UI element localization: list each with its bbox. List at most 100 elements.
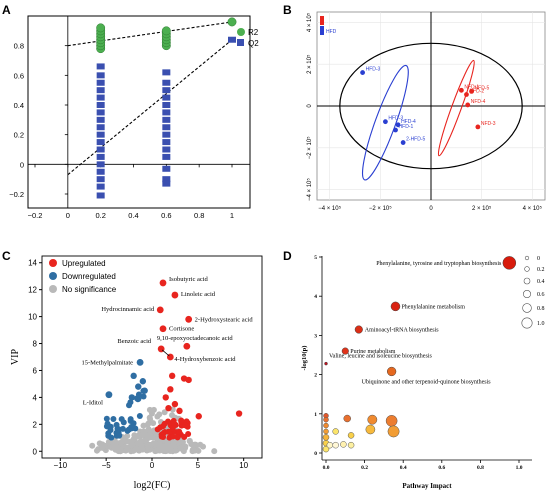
q2-point [96,109,105,116]
q2-point [228,36,236,43]
sample-label: HFD-4 [401,119,416,125]
sample-label: NFD-2 [469,89,484,95]
metabolite-label: Benzoic acid [117,338,151,345]
q2-point [96,124,105,131]
downregulated-point [128,394,136,401]
pathway-label: Valine, leucine and isoleucine biosynthe… [329,354,432,360]
pathway-bubble [347,432,355,439]
y-tick-label: 0.6 [14,71,24,80]
pathway-label: Ubiquinone and other terpenoid-quinone b… [362,379,492,385]
q2-point [162,165,171,172]
insignificant-point [140,422,147,429]
pca-score-plot-panel: NFD-1NFD-5NFD-2NFD-4NFD-3HFD-3HFD-3HFD-4… [306,11,546,212]
x-tick-label: 0.2 [361,465,368,471]
q2-point [96,131,105,138]
pathway-bubble [354,325,363,334]
sample-point [393,127,398,133]
metabolite-label: 2-Hydroxystearic acid [195,316,254,323]
downregulated-point [103,415,110,422]
upregulated-point [176,407,183,415]
sample-point [475,124,481,130]
metabolite-label: 9,10-epoxyoctadecanoic acid [157,335,234,342]
pathway-bubble [323,422,329,429]
insignificant-point [112,439,119,446]
legend-marker [49,285,57,293]
pathway-bubble [332,441,339,449]
q2-point [96,146,105,153]
upregulated-point [167,386,174,393]
sample-point [459,87,464,93]
volcano-plot-panel: −10 −5 0 5 10 0 2 4 6 8 10 12 14 log2(FC) VIP Isobutyri… [10,255,263,491]
metabolite-label: 15-Methylpalmitate [81,359,133,366]
upregulated-point [176,428,183,435]
x-tick-label: 0.2 [95,211,105,220]
labeled-metabolite-point [183,342,191,350]
upregulated-point [178,417,185,424]
downregulated-point [140,393,147,400]
y-tick-label: 4 [314,294,317,300]
y-tick-label: 0 [33,447,38,456]
y-tick-label: 4 × 10⁵ [306,12,313,32]
upregulated-point [169,425,176,432]
insignificant-point [89,442,96,449]
downregulated-point [139,378,147,385]
insignificant-point [162,447,169,454]
pathway-label: Phenylalanine metabolism [401,304,465,310]
insignificant-point [211,448,218,455]
insignificant-point [161,409,168,416]
metabolite-label: Isobutyric acid [169,276,209,283]
x-axis-title: log2(FC) [134,480,171,491]
pathway-bubble [323,428,329,435]
q2-point [96,87,105,94]
size-legend-marker [523,277,531,285]
upregulated-point [157,424,164,431]
size-legend-marker [522,303,532,313]
labeled-metabolite-point [156,306,164,314]
x-tick-label: 5 [196,461,201,470]
y-tick-label: 6 [33,366,38,375]
pathway-bubble [385,415,398,427]
pathway-bubble-plot-panel: 0.0 0.2 0.4 0.6 0.8 1.0 0 1 2 3 4 5 Pathway Impact -l… [301,255,545,490]
pathway-bubble [326,441,334,449]
labeled-metabolite-point [105,391,113,399]
insignificant-point [146,441,153,448]
q2-point [162,102,171,108]
sample-point [469,88,474,94]
q2-point [96,183,105,190]
size-legend-label: 0.4 [537,279,545,285]
insignificant-point [128,442,135,449]
regression-line [67,39,233,176]
y-tick-label: 14 [28,259,37,268]
x-tick-label: 0.6 [438,465,445,471]
y-tick-label: −2 × 10⁵ [306,136,313,159]
pathway-bubble [365,424,376,435]
downregulated-point [113,421,120,428]
x-tick-label: 0.4 [128,211,138,220]
downregulated-point [118,416,125,423]
x-tick-label: −2 × 10⁵ [369,205,392,212]
insignificant-point [150,420,157,427]
pathway-label: Phenylalanine, tyrosine and tryptophan b… [376,261,502,267]
plot-frame [27,15,251,209]
upregulated-point [169,433,176,440]
insignificant-point [188,441,195,448]
downregulated-point [128,424,135,431]
insignificant-point [146,414,153,421]
y-tick-label: 12 [28,286,37,295]
y-tick-label: 0.4 [14,101,24,110]
y-tick-label: 2 × 10⁵ [306,54,313,74]
upregulated-point [235,410,243,417]
upregulated-point [171,420,178,427]
x-tick-label: 0 [66,211,70,220]
q2-point [162,69,171,76]
labeled-metabolite-point [159,279,167,287]
upregulated-point [160,434,167,441]
downregulated-point [130,372,137,380]
x-tick-label: −10 [54,461,68,470]
downregulated-point [119,425,126,432]
labeled-metabolite-point [185,315,193,323]
legend-marker [49,272,57,280]
pathway-bubble [332,428,339,435]
x-tick-label: 1 [230,211,234,220]
